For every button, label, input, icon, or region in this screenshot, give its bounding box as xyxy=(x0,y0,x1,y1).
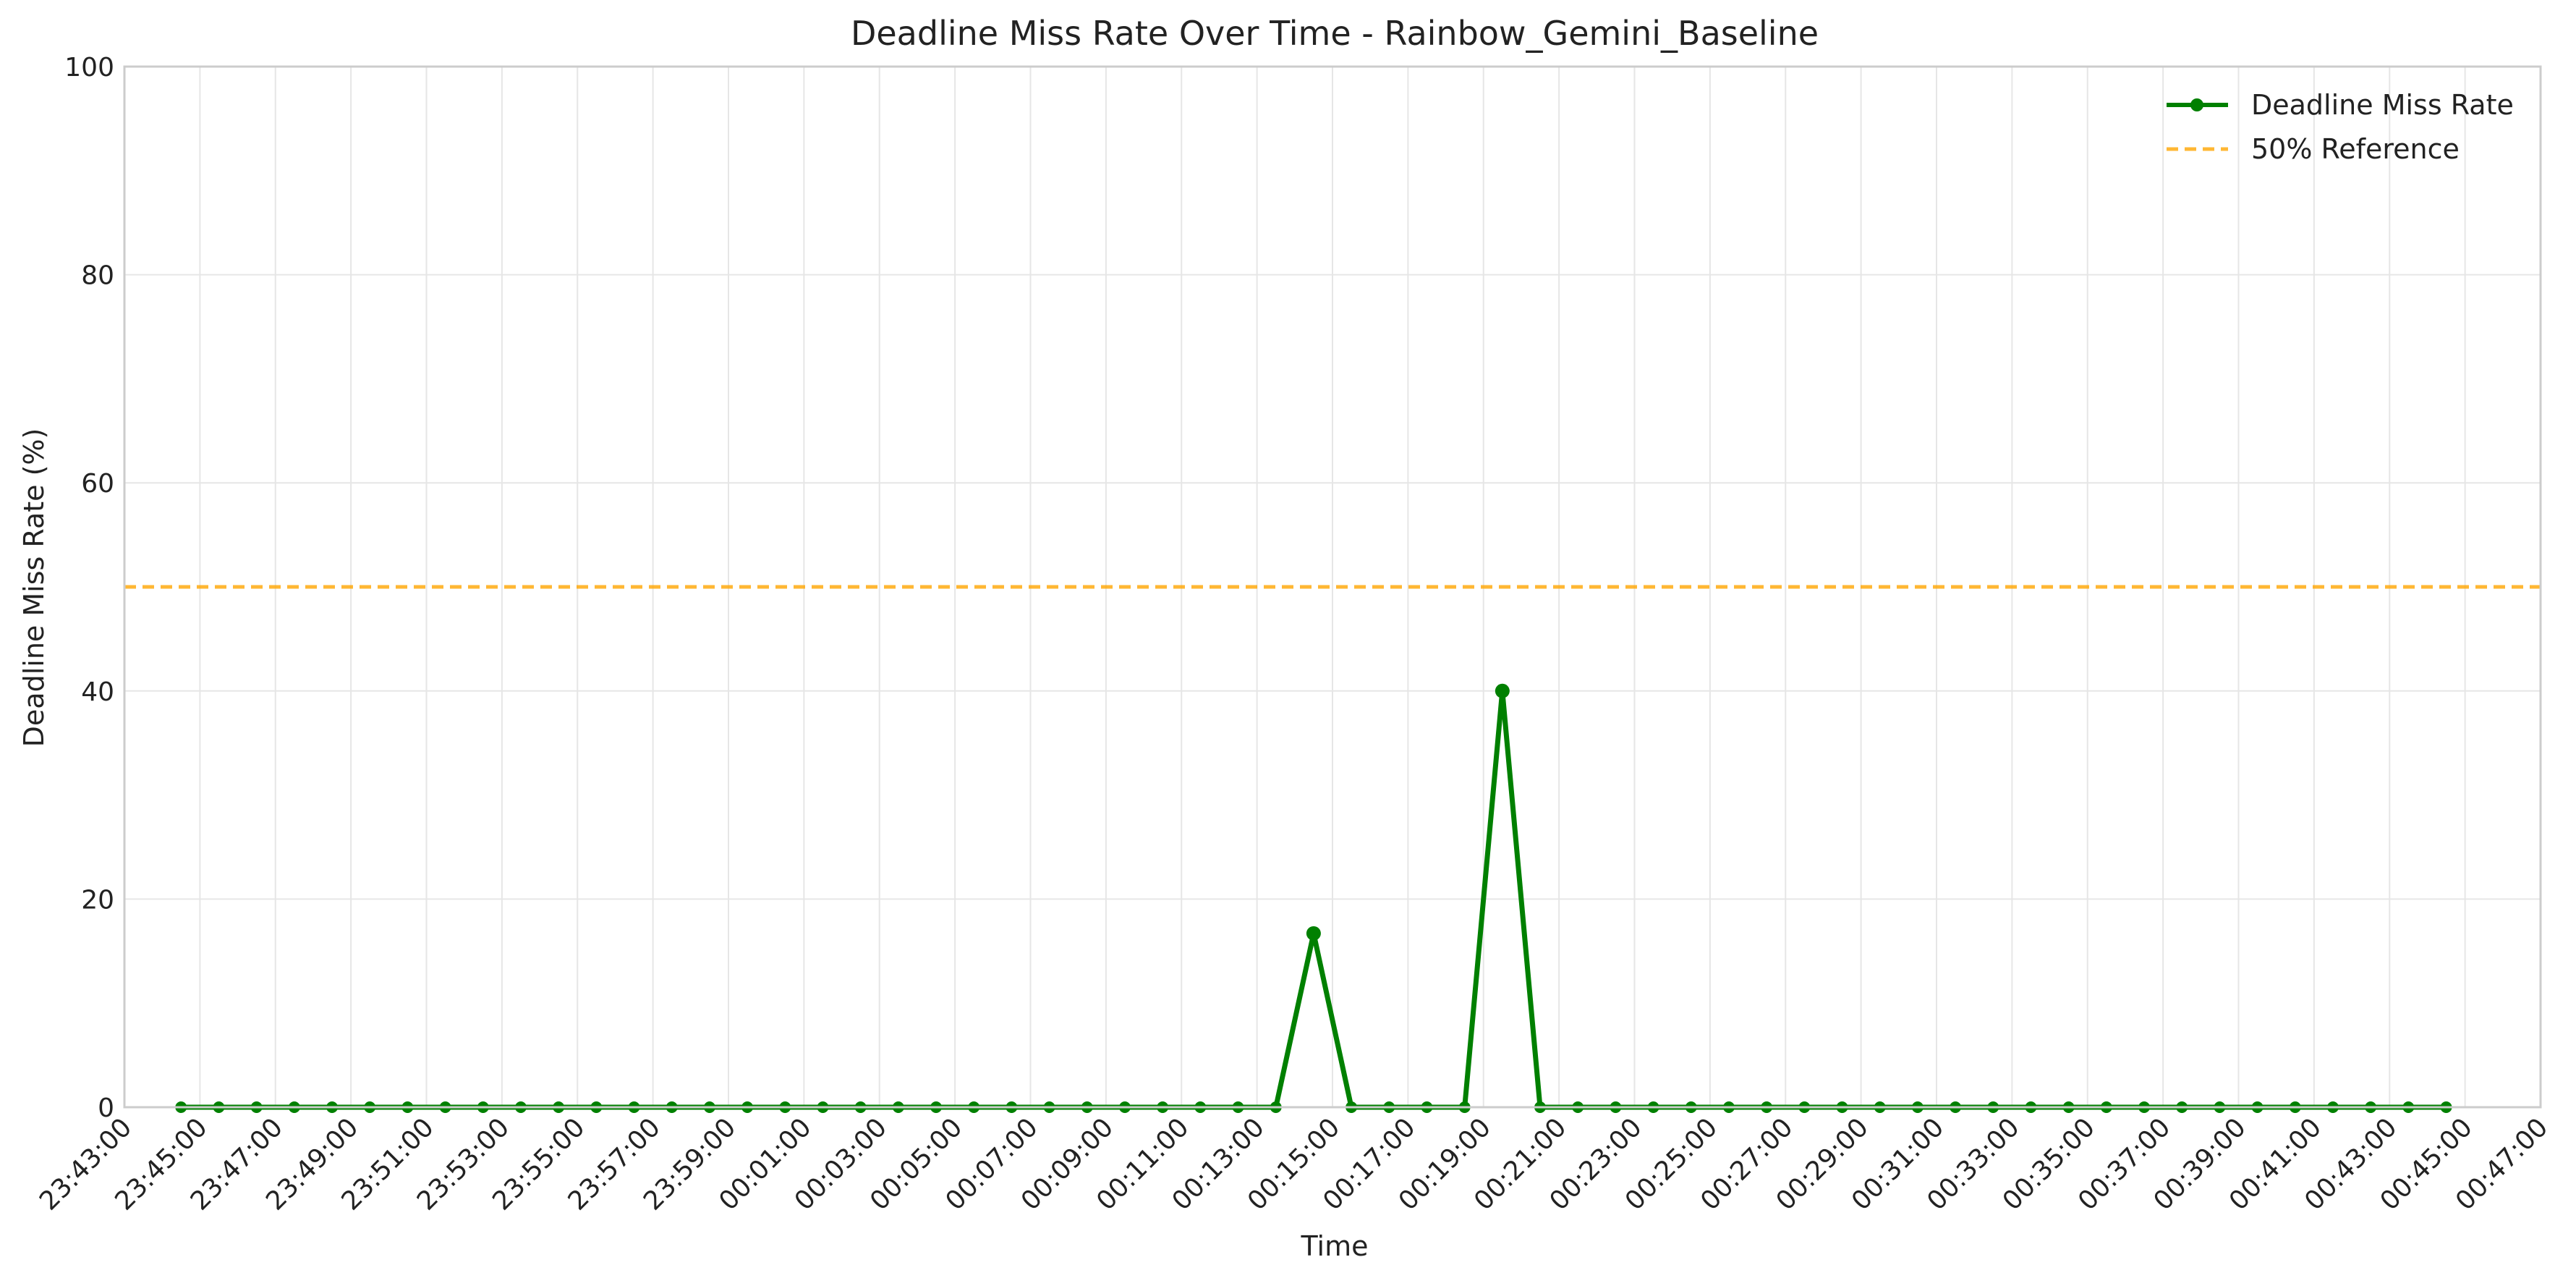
x-axis-title: Time xyxy=(1301,1230,1369,1262)
y-tick-label: 100 xyxy=(64,53,114,82)
legend-label-miss-rate: Deadline Miss Rate xyxy=(2251,89,2514,121)
data-point xyxy=(1306,926,1321,941)
data-point xyxy=(1495,683,1510,698)
y-tick-label: 40 xyxy=(81,677,114,707)
y-tick-label: 20 xyxy=(81,885,114,915)
y-tick-label: 60 xyxy=(81,469,114,499)
legend-label-reference: 50% Reference xyxy=(2251,133,2460,165)
y-tick-label: 0 xyxy=(98,1093,114,1123)
y-tick-label: 80 xyxy=(81,261,114,291)
chart-title: Deadline Miss Rate Over Time - Rainbow_G… xyxy=(851,14,1819,53)
y-axis-title: Deadline Miss Rate (%) xyxy=(18,428,50,748)
legend-marker-miss-rate xyxy=(2190,98,2203,111)
legend: Deadline Miss Rate 50% Reference xyxy=(2167,89,2514,165)
y-tick-labels: 0 20 40 60 80 100 xyxy=(64,53,114,1123)
plot-area-border xyxy=(123,65,2542,1109)
axes-frame xyxy=(123,65,2542,1109)
